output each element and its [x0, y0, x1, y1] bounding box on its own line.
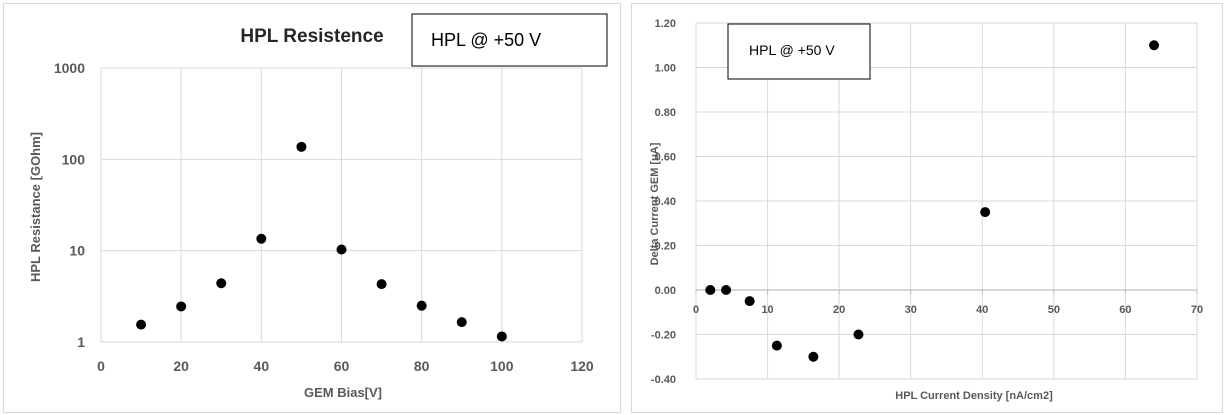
chart-panel-delta-current: -0.40 -0.20 0.00 0.20 0.40 0.60 0.80 1.00 1.20 0 1… — [631, 3, 1223, 413]
annotation-text: HPL @ +50 V — [749, 42, 835, 58]
data-point — [721, 285, 732, 295]
annotation-box — [411, 13, 608, 67]
y-tick-label: 100 — [62, 151, 86, 167]
data-point — [808, 351, 819, 362]
data-point — [1149, 40, 1160, 51]
y-tick-label: 1 — [77, 334, 85, 350]
y-axis-label: Delta Current GEM [uA] — [649, 142, 661, 265]
data-point — [980, 207, 991, 218]
data-point — [336, 244, 347, 255]
x-tick-label: 40 — [976, 304, 988, 316]
y-tick-label: 0.60 — [655, 152, 676, 164]
y-tick-label: 0.00 — [655, 285, 676, 297]
x-tick-label: 20 — [833, 304, 845, 316]
data-point — [744, 296, 755, 307]
data-point — [216, 278, 227, 289]
data-point — [496, 331, 507, 342]
x-tick-label: 0 — [693, 304, 699, 316]
x-tick-label: 50 — [1048, 304, 1060, 316]
y-tick-label: 1.20 — [655, 18, 676, 30]
x-tick-label: 60 — [334, 358, 350, 374]
data-point — [853, 329, 864, 340]
x-tick-label: 100 — [490, 358, 514, 374]
data-point — [771, 340, 782, 351]
y-tick-label: 1000 — [54, 60, 85, 76]
data-point — [256, 233, 267, 244]
y-tick-label: 0.40 — [655, 196, 676, 208]
x-axis-label: GEM Bias[V] — [304, 385, 382, 400]
y-tick-label: -0.40 — [651, 374, 676, 386]
data-point — [136, 319, 147, 330]
x-tick-label: 20 — [173, 358, 189, 374]
data-point — [456, 317, 467, 328]
x-tick-label: 30 — [905, 304, 917, 316]
x-tick-label: 120 — [570, 358, 594, 374]
x-axis-label: HPL Current Density [nA/cm2] — [895, 390, 1053, 402]
y-tick-label: 10 — [69, 243, 85, 259]
y-axis-label: HPL Resistance [GOhm] — [28, 132, 43, 282]
data-point — [376, 279, 387, 290]
y-tick-label: 0.80 — [655, 107, 676, 119]
chart-title: HPL Resistence — [240, 26, 383, 47]
y-tick-label: 0.20 — [655, 241, 676, 253]
x-tick-label: 0 — [97, 358, 105, 374]
data-point — [296, 141, 307, 152]
x-tick-label: 40 — [254, 358, 270, 374]
delta-current-chart: -0.40 -0.20 0.00 0.20 0.40 0.60 0.80 1.00 1.20 0 1… — [649, 18, 1203, 402]
chart-panel-resistance: 0 20 40 60 80 100 120 1 10 100 1000 HPL Resistence… — [3, 3, 621, 413]
x-tick-label: 10 — [761, 304, 773, 316]
y-tick-label: 1.00 — [655, 63, 676, 75]
annotation-box — [727, 23, 871, 80]
annotation-text: HPL @ +50 V — [431, 30, 541, 50]
data-point — [176, 301, 187, 312]
x-tick-label: 60 — [1119, 304, 1131, 316]
x-tick-label: 70 — [1191, 304, 1203, 316]
data-point — [416, 300, 427, 311]
data-point — [705, 285, 716, 295]
x-tick-label: 80 — [414, 358, 430, 374]
y-tick-label: -0.20 — [651, 330, 676, 342]
